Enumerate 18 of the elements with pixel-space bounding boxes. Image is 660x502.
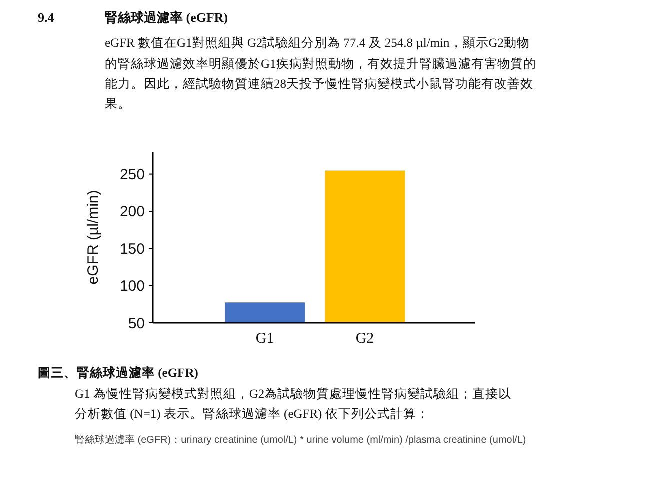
text: 圖三、腎絲球過濾率 (eGFR) (38, 365, 198, 380)
y-tick-label: 150 (120, 240, 145, 258)
y-axis-title: eGFR (µl/min) (85, 190, 102, 285)
text: G1 為慢性腎病變模式對照組，G2為試驗物質處理慢性腎病變試驗組；直接以 (75, 387, 512, 401)
x-tick-label: G2 (356, 331, 374, 347)
text: 腎絲球過濾率 (eGFR)：urinary creatinine (umol/L) * urine volume (ml/min) /plasma creatinine (umol/L) (75, 434, 526, 446)
chart-title: 腎絲球過濾率 (eGFR) (105, 10, 228, 25)
text: 9.4 (38, 10, 55, 25)
text: 能力。因此，經試驗物質連續28天投予慢性腎病變模式小鼠腎功能有改善效 (105, 76, 534, 91)
text: 的腎絲球過濾效率明顯優於G1疾病對照動物，有效提升腎臟過濾有害物質的 (105, 56, 536, 71)
text: eGFR 數值在G1對照組與 G2試驗組分別為 77.4 及 254.8 µl/min，顯示G2動物 (105, 36, 530, 50)
y-tick-label: 250 (120, 166, 145, 184)
x-tick-label: G1 (256, 331, 274, 347)
text: 分析數值 (N=1) 表示。腎絲球過濾率 (eGFR) 依下列公式計算： (75, 406, 430, 421)
text: 果。 (105, 97, 131, 111)
y-tick-label: 50 (128, 315, 145, 332)
y-tick-label: 200 (120, 204, 145, 221)
y-tick-label: 100 (120, 278, 145, 296)
